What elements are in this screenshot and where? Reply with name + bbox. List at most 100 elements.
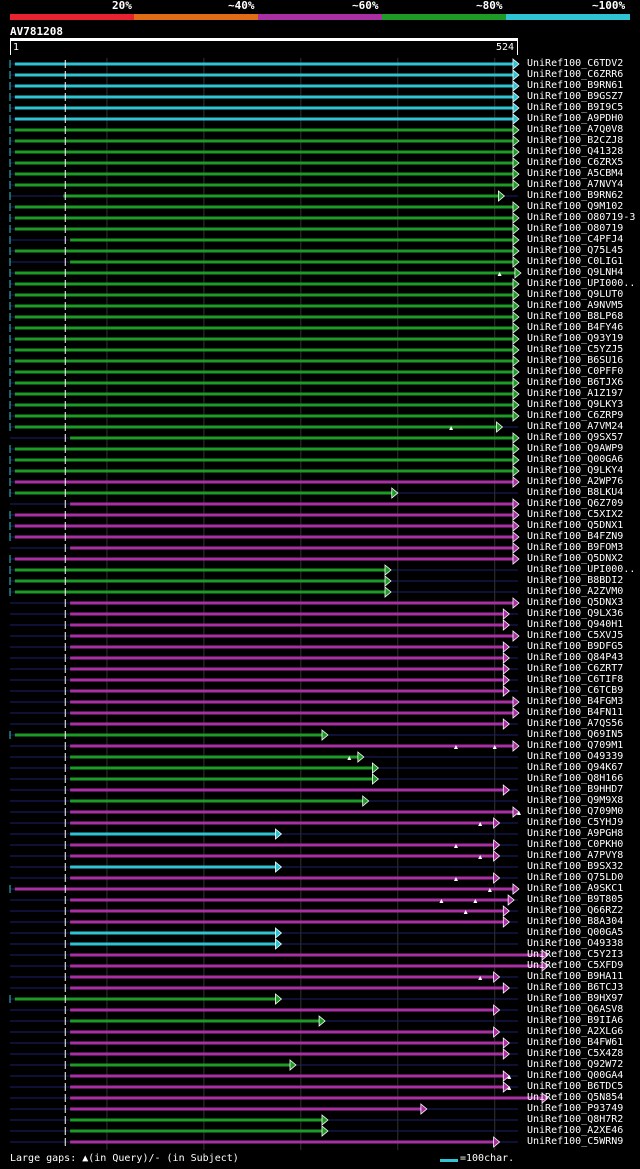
hit-label[interactable]: UniRef100_Q709M1 <box>527 740 624 751</box>
hit-label[interactable]: UniRef100_C0LIG1 <box>527 256 624 267</box>
hit-label[interactable]: UniRef100_Q9LKY4 <box>527 465 624 476</box>
hit-label[interactable]: UniRef100_B6SU16 <box>527 355 624 366</box>
hit-label[interactable]: UniRef100_A7Q0V8 <box>527 124 624 135</box>
hit-label[interactable]: UniRef100_A2ZVM0 <box>527 586 624 597</box>
hit-label[interactable]: UniRef100_O49338 <box>527 938 624 949</box>
hit-label[interactable]: UniRef100_C5Y2I3 <box>527 949 624 960</box>
hit-label[interactable]: UniRef100_Q9AWP9 <box>527 443 624 454</box>
hit-label[interactable]: UniRef100_C6ZRX5 <box>527 157 624 168</box>
hit-label[interactable]: UniRef100_A7QS56 <box>527 718 624 729</box>
hit-label[interactable]: UniRef100_UPI000.. <box>527 278 636 289</box>
hit-label[interactable]: UniRef100_C5XVJ5 <box>527 630 624 641</box>
hit-label[interactable]: UniRef100_Q00GA6 <box>527 454 624 465</box>
hit-label[interactable]: UniRef100_C4PFJ4 <box>527 234 624 245</box>
hit-label[interactable]: UniRef100_B8A304 <box>527 916 624 927</box>
hit-label[interactable]: UniRef100_Q92W72 <box>527 1059 624 1070</box>
hit-label[interactable]: UniRef100_Q94K67 <box>527 762 624 773</box>
hit-label[interactable]: UniRef100_A7NVY4 <box>527 179 624 190</box>
hit-label[interactable]: UniRef100_Q940H1 <box>527 619 624 630</box>
hit-label[interactable]: UniRef100_B6TDC5 <box>527 1081 624 1092</box>
hit-label[interactable]: UniRef100_O80719-3 <box>527 212 636 223</box>
hit-label[interactable]: UniRef100_Q9SX57 <box>527 432 624 443</box>
hit-label[interactable]: UniRef100_B9GSZ7 <box>527 91 624 102</box>
hit-label[interactable]: UniRef100_B4FN11 <box>527 707 624 718</box>
hit-label[interactable]: UniRef100_C0PKH0 <box>527 839 624 850</box>
hit-label[interactable]: UniRef100_B9HA11 <box>527 971 624 982</box>
hit-label[interactable]: UniRef100_P93749 <box>527 1103 624 1114</box>
hit-label[interactable]: UniRef100_Q69IN5 <box>527 729 624 740</box>
hit-bar <box>14 216 514 220</box>
hit-label[interactable]: UniRef100_C6ZRP9 <box>527 410 624 421</box>
hit-label[interactable]: UniRef100_C5X4Z8 <box>527 1048 624 1059</box>
hit-label[interactable]: UniRef100_C6TDV2 <box>527 58 624 69</box>
hit-label[interactable]: UniRef100_B9T805 <box>527 894 624 905</box>
hit-label[interactable]: UniRef100_Q5DNX1 <box>527 520 624 531</box>
hit-label[interactable]: UniRef100_B9IIA6 <box>527 1015 624 1026</box>
hit-label[interactable]: UniRef100_UPI000.. <box>527 564 636 575</box>
hit-label[interactable]: UniRef100_Q66RZ2 <box>527 905 624 916</box>
hit-label[interactable]: UniRef100_Q9LKY3 <box>527 399 624 410</box>
hit-label[interactable]: UniRef100_B6TCJ3 <box>527 982 624 993</box>
hit-label[interactable]: UniRef100_Q9M9X8 <box>527 795 624 806</box>
hit-label[interactable]: UniRef100_Q9LUT0 <box>527 289 624 300</box>
hit-label[interactable]: UniRef100_B9FOM3 <box>527 542 624 553</box>
hit-label[interactable]: UniRef100_A7VM24 <box>527 421 624 432</box>
hit-label[interactable]: UniRef100_A9PGH8 <box>527 828 624 839</box>
hit-label[interactable]: UniRef100_C6ZRT7 <box>527 663 624 674</box>
hit-label[interactable]: UniRef100_Q9LNH4 <box>527 267 624 278</box>
hit-label[interactable]: UniRef100_Q5DNX3 <box>527 597 624 608</box>
hit-label[interactable]: UniRef100_B9RN61 <box>527 80 624 91</box>
hit-label[interactable]: UniRef100_C5XFD9 <box>527 960 624 971</box>
hit-label[interactable]: UniRef100_Q75L45 <box>527 245 624 256</box>
hit-label[interactable]: UniRef100_Q6Z709 <box>527 498 624 509</box>
hit-label[interactable]: UniRef100_Q41328 <box>527 146 624 157</box>
hit-label[interactable]: UniRef100_C0PFF0 <box>527 366 624 377</box>
hit-label[interactable]: UniRef100_Q84P43 <box>527 652 624 663</box>
hit-label[interactable]: UniRef100_B9HHD7 <box>527 784 624 795</box>
hit-label[interactable]: UniRef100_Q9M102 <box>527 201 624 212</box>
hit-label[interactable]: UniRef100_B2CZJ8 <box>527 135 624 146</box>
hit-label[interactable]: UniRef100_O80719 <box>527 223 624 234</box>
hit-label[interactable]: UniRef100_Q93Y19 <box>527 333 624 344</box>
hit-label[interactable]: UniRef100_B9SX32 <box>527 861 624 872</box>
hit-label[interactable]: UniRef100_Q75LD0 <box>527 872 624 883</box>
hit-label[interactable]: UniRef100_A2WP76 <box>527 476 624 487</box>
hit-label[interactable]: UniRef100_A9SKC1 <box>527 883 624 894</box>
hit-label[interactable]: UniRef100_A1Z197 <box>527 388 624 399</box>
hit-label[interactable]: UniRef100_C5XIX2 <box>527 509 624 520</box>
hit-label[interactable]: UniRef100_A5CBM4 <box>527 168 624 179</box>
hit-label[interactable]: UniRef100_B4FGM3 <box>527 696 624 707</box>
hit-label[interactable]: UniRef100_Q9LX36 <box>527 608 624 619</box>
hit-label[interactable]: UniRef100_A9NVM5 <box>527 300 624 311</box>
hit-label[interactable]: UniRef100_B8LKU4 <box>527 487 624 498</box>
hit-label[interactable]: UniRef100_Q8H166 <box>527 773 624 784</box>
hit-label[interactable]: UniRef100_Q8H7R2 <box>527 1114 624 1125</box>
hit-label[interactable]: UniRef100_B8LP68 <box>527 311 624 322</box>
hit-label[interactable]: UniRef100_Q5N854 <box>527 1092 624 1103</box>
hit-label[interactable]: UniRef100_B9DFG5 <box>527 641 624 652</box>
hit-label[interactable]: UniRef100_B4FW61 <box>527 1037 624 1048</box>
hit-label[interactable]: UniRef100_B9RN62 <box>527 190 624 201</box>
hit-label[interactable]: UniRef100_C6ZRR6 <box>527 69 624 80</box>
hit-label[interactable]: UniRef100_Q6ASV8 <box>527 1004 624 1015</box>
hit-label[interactable]: UniRef100_C5YZJ5 <box>527 344 624 355</box>
hit-label[interactable]: UniRef100_B9I9C5 <box>527 102 624 113</box>
hit-label[interactable]: UniRef100_A9PDH0 <box>527 113 624 124</box>
hit-label[interactable]: UniRef100_Q709M0 <box>527 806 624 817</box>
hit-label[interactable]: UniRef100_A7PVY8 <box>527 850 624 861</box>
hit-label[interactable]: UniRef100_A2XLG6 <box>527 1026 624 1037</box>
hit-label[interactable]: UniRef100_O49339 <box>527 751 624 762</box>
hit-label[interactable]: UniRef100_C5YHJ9 <box>527 817 624 828</box>
hit-label[interactable]: UniRef100_Q00GA4 <box>527 1070 624 1081</box>
hit-label[interactable]: UniRef100_Q5DNX2 <box>527 553 624 564</box>
hit-label[interactable]: UniRef100_C6TIF8 <box>527 674 624 685</box>
hit-label[interactable]: UniRef100_A2XE46 <box>527 1125 624 1136</box>
hit-label[interactable]: UniRef100_Q00GA5 <box>527 927 624 938</box>
hit-label[interactable]: UniRef100_B4FY46 <box>527 322 624 333</box>
hit-label[interactable]: UniRef100_B6TJX6 <box>527 377 624 388</box>
hit-label[interactable]: UniRef100_C5WRN9 <box>527 1136 624 1147</box>
hit-label[interactable]: UniRef100_B9HX97 <box>527 993 624 1004</box>
hit-label[interactable]: UniRef100_B8BDI2 <box>527 575 624 586</box>
hit-label[interactable]: UniRef100_C6TCB9 <box>527 685 624 696</box>
hit-label[interactable]: UniRef100_B4FZN9 <box>527 531 624 542</box>
